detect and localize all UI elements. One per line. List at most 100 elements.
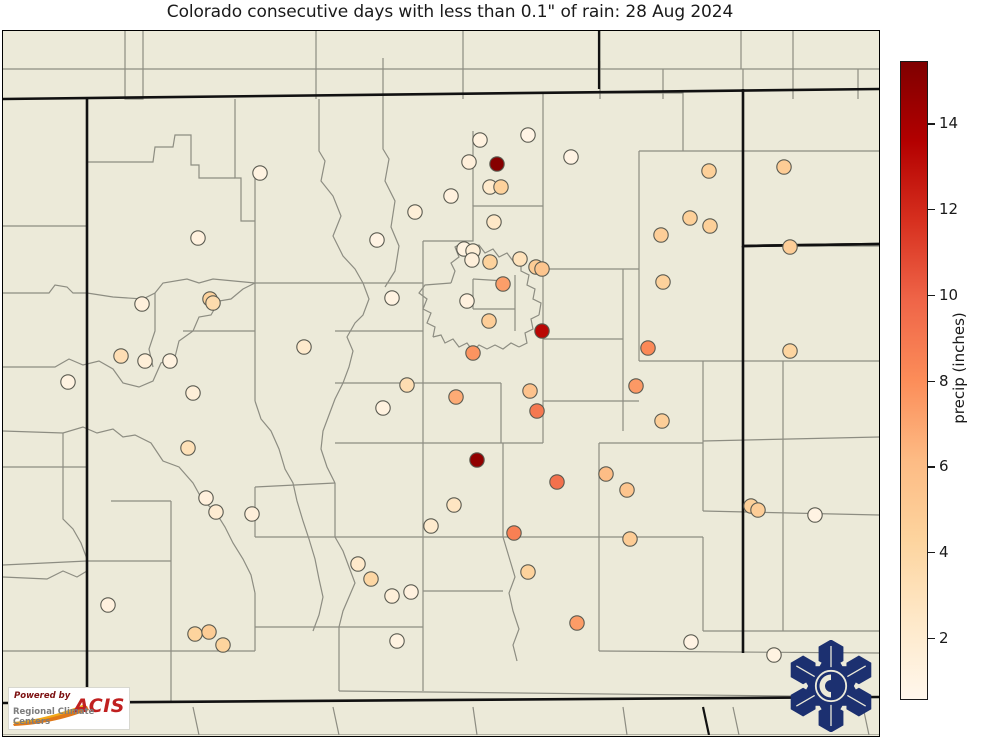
- colorbar-tick-mark: [928, 552, 935, 554]
- acis-swoosh-icon: [13, 704, 89, 726]
- station-dot[interactable]: [481, 313, 497, 329]
- station-dot[interactable]: [782, 239, 798, 255]
- station-dot[interactable]: [493, 179, 509, 195]
- county-boundary-lines: [3, 31, 879, 735]
- station-dot[interactable]: [569, 615, 585, 631]
- station-dot[interactable]: [701, 163, 717, 179]
- station-dot[interactable]: [185, 385, 201, 401]
- page-title: Colorado consecutive days with less than…: [166, 2, 734, 22]
- station-dot[interactable]: [534, 261, 550, 277]
- station-dot[interactable]: [296, 339, 312, 355]
- colorbar-tick-mark: [928, 208, 935, 211]
- station-dot[interactable]: [654, 413, 670, 429]
- colorbar-tick-label: 8: [939, 371, 949, 390]
- station-dot[interactable]: [776, 159, 792, 175]
- station-dot[interactable]: [448, 389, 464, 405]
- station-dot[interactable]: [464, 252, 480, 268]
- station-dot[interactable]: [399, 377, 415, 393]
- station-dots-layer[interactable]: [60, 127, 823, 663]
- colorbar-tick-mark: [928, 294, 935, 297]
- station-dot[interactable]: [495, 276, 511, 292]
- station-dot[interactable]: [522, 383, 538, 399]
- station-dot[interactable]: [520, 564, 536, 580]
- station-dot[interactable]: [619, 482, 635, 498]
- station-dot[interactable]: [529, 403, 545, 419]
- station-dot[interactable]: [187, 626, 203, 642]
- station-dot[interactable]: [100, 597, 116, 613]
- station-dot[interactable]: [628, 378, 644, 394]
- colorbar-tick-mark: [928, 466, 935, 468]
- station-dot[interactable]: [363, 571, 379, 587]
- station-dot[interactable]: [180, 440, 196, 456]
- station-dot[interactable]: [655, 274, 671, 290]
- colorbar-tick-mark: [928, 123, 935, 125]
- station-dot[interactable]: [137, 353, 153, 369]
- station-dot[interactable]: [384, 588, 400, 604]
- station-dot[interactable]: [384, 290, 400, 306]
- station-dot[interactable]: [598, 466, 614, 482]
- station-dot[interactable]: [350, 556, 366, 572]
- station-dot[interactable]: [403, 584, 419, 600]
- acis-logo[interactable]: Powered by ACIS Regional Climate Centers: [8, 687, 130, 730]
- acis-name-text: ACIS: [74, 695, 125, 717]
- station-dot[interactable]: [622, 531, 638, 547]
- neighbor-state-lines: [597, 31, 711, 735]
- station-dot[interactable]: [512, 251, 528, 267]
- colorbar[interactable]: 2 4 6 8 10 12 14: [900, 61, 958, 700]
- station-dot[interactable]: [459, 293, 475, 309]
- station-dot[interactable]: [640, 340, 656, 356]
- station-dot[interactable]: [563, 149, 579, 165]
- station-dot[interactable]: [482, 254, 498, 270]
- station-dot[interactable]: [653, 227, 669, 243]
- station-dot[interactable]: [506, 525, 522, 541]
- colorado-map-svg[interactable]: [3, 31, 879, 735]
- station-dot[interactable]: [446, 497, 462, 513]
- station-dot[interactable]: [443, 188, 459, 204]
- map-panel[interactable]: [2, 30, 880, 737]
- colorbar-tick-label: 14: [939, 114, 959, 133]
- station-dot[interactable]: [375, 400, 391, 416]
- station-dot[interactable]: [807, 507, 823, 523]
- station-dot[interactable]: [782, 343, 798, 359]
- station-dot[interactable]: [208, 504, 224, 520]
- station-dot[interactable]: [766, 647, 782, 663]
- station-dot[interactable]: [198, 490, 214, 506]
- station-dot[interactable]: [215, 637, 231, 653]
- station-dot[interactable]: [520, 127, 536, 143]
- colorbar-tick-label: 12: [939, 199, 959, 218]
- station-dot[interactable]: [201, 624, 217, 640]
- station-dot[interactable]: [162, 353, 178, 369]
- station-dot[interactable]: [461, 154, 477, 170]
- station-dot[interactable]: [549, 474, 565, 490]
- station-dot[interactable]: [423, 518, 439, 534]
- station-dot[interactable]: [702, 218, 718, 234]
- station-dot[interactable]: [750, 502, 766, 518]
- colorbar-tick-label: 4: [939, 543, 949, 562]
- acis-subtitle-text: Regional Climate Centers: [13, 707, 95, 727]
- station-dot[interactable]: [534, 323, 550, 339]
- station-dot[interactable]: [465, 345, 481, 361]
- station-dot[interactable]: [486, 214, 502, 230]
- station-dot[interactable]: [190, 230, 206, 246]
- colorbar-tick-label: 2: [939, 628, 949, 647]
- station-dot[interactable]: [113, 348, 129, 364]
- station-dot[interactable]: [472, 132, 488, 148]
- station-dot[interactable]: [407, 204, 423, 220]
- colorbar-tick-mark: [928, 380, 935, 382]
- colorbar-gradient: [900, 61, 928, 700]
- station-dot[interactable]: [252, 165, 268, 181]
- station-dot[interactable]: [682, 210, 698, 226]
- colorbar-tick-label: 10: [939, 285, 959, 304]
- station-dot[interactable]: [389, 633, 405, 649]
- station-dot[interactable]: [134, 296, 150, 312]
- station-dot[interactable]: [205, 295, 221, 311]
- station-dot[interactable]: [369, 232, 385, 248]
- station-dot[interactable]: [683, 634, 699, 650]
- state-boundary-lines: [3, 87, 879, 705]
- station-dot[interactable]: [469, 452, 485, 468]
- station-dot[interactable]: [489, 156, 505, 172]
- station-dot[interactable]: [244, 506, 260, 522]
- colorbar-tick-mark: [928, 637, 935, 640]
- station-dot[interactable]: [60, 374, 76, 390]
